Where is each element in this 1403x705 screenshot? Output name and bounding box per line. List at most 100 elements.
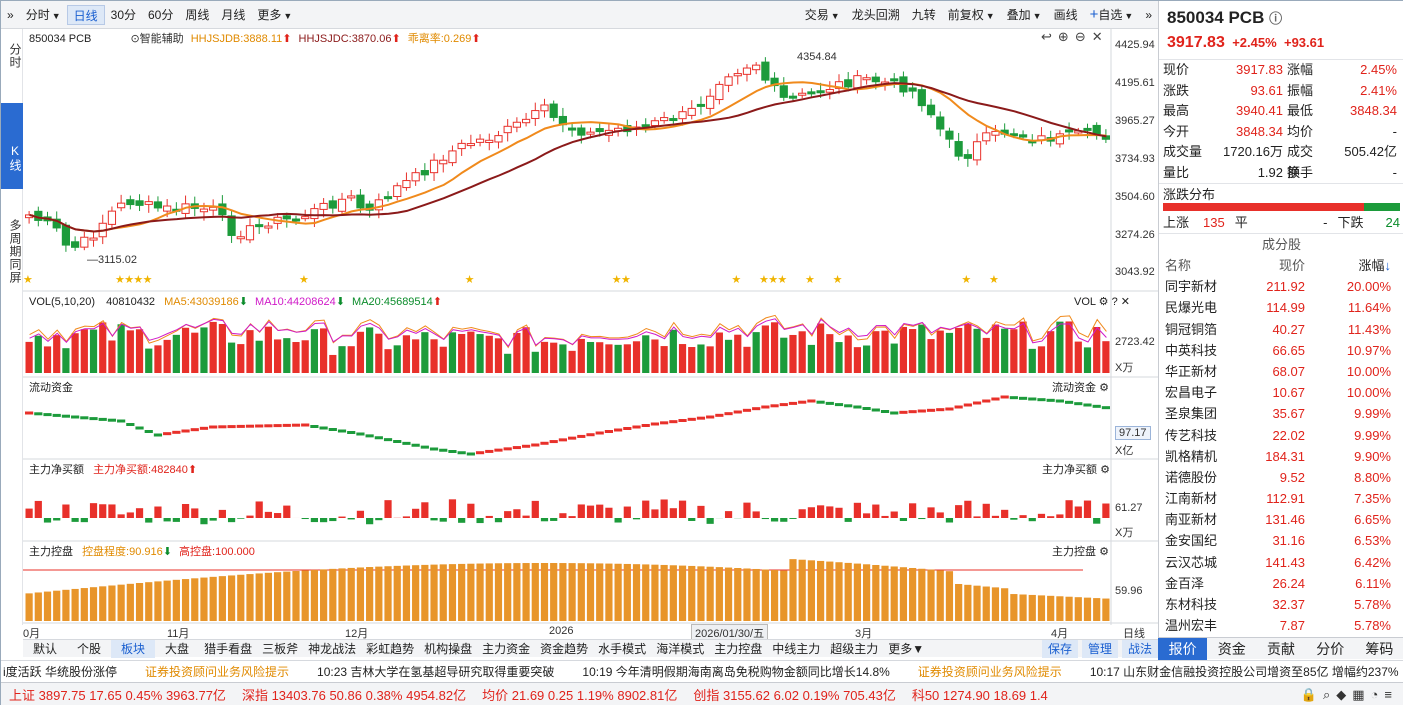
tab-weekly[interactable]: 周线 [185,7,210,22]
tab-multi-period[interactable]: 多周期同屏 [8,218,22,284]
indicator-tab[interactable]: 个股 [77,641,102,656]
indicator-tab[interactable]: 神龙战法 [308,641,357,656]
vol-tag[interactable]: VOL ⚙ ? ✕ [1074,296,1130,308]
news-item[interactable]: i度活跃 华统股份涨停 [3,665,118,679]
tab-daily[interactable]: 日线 [66,4,105,25]
save-button[interactable]: 保存 [1041,639,1078,658]
nine-turn-button[interactable]: 九转 [911,7,936,22]
leader-review-button[interactable]: 龙头回溯 [851,7,900,22]
indicator-tab[interactable]: 机构操盘 [424,641,473,656]
col-chg[interactable]: 涨幅↓ [1358,258,1391,273]
news-item[interactable]: 证券投资顾问业务风险提示 [917,665,1062,679]
constituent-row[interactable]: 东材科技 32.37 5.78% [1159,594,1403,615]
constituent-row[interactable]: 江南新材 112.91 7.35% [1159,488,1403,509]
settings-icon[interactable]: ⚙ [1099,546,1109,558]
col-name[interactable]: 名称 [1165,258,1192,273]
settings-icon[interactable]: ⚙ ? ✕ [1098,296,1130,308]
news-ticker[interactable]: i度活跃 华统股份涨停 证券投资顾问业务风险提示 10:23 吉林大学在氢基超导… [1,660,1403,682]
indicator-tab[interactable]: 超级主力 [830,641,879,656]
tab-intraday-view[interactable]: 分时 [8,43,22,69]
indicator-tab[interactable]: 水手模式 [598,641,647,656]
indicator-tab[interactable]: 板块 [111,639,156,658]
back-icon[interactable]: ↩ [1041,29,1058,44]
index-cy[interactable]: 创指 3155.62 6.02 0.19% 705.43亿 [693,688,896,703]
indicator-tab[interactable]: 猎手看盘 [204,641,253,656]
menu-icon[interactable]: ≡ [1384,686,1398,702]
expand-icon[interactable]: » [1145,7,1152,22]
draw-line-button[interactable]: 画线 [1053,7,1078,22]
constituent-row[interactable]: 金安国纪 31.16 6.53% [1159,530,1403,551]
kline-chart[interactable]: ★ ★ ★ ★ ★ ★ ★ ★ ★ ★ ★ ★ ★ ★ ★ ★ ★ 850034 PCB ⊙智能辅助 HHJSJ… [23,29,1158,642]
tab-contribution[interactable]: 贡献 [1267,640,1295,657]
indicator-tab[interactable]: 主力控盘 [714,641,763,656]
indicator-tab[interactable]: 海洋模式 [656,641,705,656]
constituent-row[interactable]: 云汉芯城 141.43 6.42% [1159,552,1403,573]
settings-icon[interactable]: ⚙ [1100,464,1110,476]
constituent-row[interactable]: 宏昌电子 10.67 10.00% [1159,382,1403,403]
constituent-row[interactable]: 同宇新材 211.92 20.00% [1159,276,1403,297]
status-icons[interactable]: 🔒⌕◆▦◔≡ [1301,687,1398,703]
manage-button[interactable]: 管理 [1081,639,1118,658]
more-tabs[interactable]: 更多▼ [888,641,925,656]
trade-button[interactable]: 交易 ▼ [804,7,840,22]
overlay-button[interactable]: 叠加 ▼ [1006,7,1042,22]
constituent-row[interactable]: 南亚新材 131.46 6.65% [1159,509,1403,530]
zoom-in-icon[interactable]: ⊕ [1057,29,1075,44]
indicator-tab[interactable]: 彩虹趋势 [366,641,415,656]
constituent-row[interactable]: 诺德股份 9.52 8.80% [1159,467,1403,488]
indicator-tab[interactable]: 大盘 [165,641,190,656]
constituent-row[interactable]: 凯格精机 184.31 9.90% [1159,446,1403,467]
news-item[interactable]: 证券投资顾问业务风险提示 [145,665,290,679]
diamond-icon[interactable]: ◆ [1336,686,1353,702]
indicator-tab[interactable]: 三板斧 [262,641,299,656]
search-icon[interactable]: ⌕ [1322,686,1337,702]
tab-fund[interactable]: 资金 [1217,640,1246,657]
constituent-row[interactable]: 温州宏丰 7.87 5.78% [1159,615,1403,636]
news-item[interactable]: 10:23 吉林大学在氢基超导研究取得重要突破 [317,665,555,679]
indicator-tab[interactable]: 中线主力 [772,641,821,656]
tab-kline-view[interactable]: K线 [1,103,23,189]
index-k50[interactable]: 科50 1274.90 18.69 1.4 [911,688,1048,703]
panel-tools[interactable]: ↩⊕⊖✕ [1041,29,1109,45]
close-icon[interactable]: ✕ [1091,29,1109,44]
info-icon[interactable]: ⓘ [1269,11,1283,26]
tab-60min[interactable]: 60分 [148,7,174,22]
tab-intraday[interactable]: 分时 ▼ [25,7,61,22]
tab-quote[interactable]: 报价 [1158,637,1208,660]
ctrl-tag[interactable]: 主力控盘 ⚙ [1052,546,1109,558]
col-price[interactable]: 现价 [1278,258,1305,273]
watchlist-button[interactable]: +自选 ▼ [1089,5,1134,23]
constituent-row[interactable]: 民爆光电 114.99 11.64% [1159,297,1403,318]
bell-icon[interactable]: ◔ [1370,686,1385,702]
indicator-tab[interactable]: 默认 [33,641,58,656]
index-avg[interactable]: 均价 21.69 0.25 1.19% 8902.81亿 [482,688,678,703]
strategy-button[interactable]: 战法 [1121,639,1158,658]
index-sh[interactable]: 上证 3897.75 17.65 0.45% 3963.77亿 [9,688,226,703]
index-sz[interactable]: 深指 13403.76 50.86 0.38% 4954.82亿 [241,688,467,703]
constituent-row[interactable]: 华正新材 68.07 10.00% [1159,361,1403,382]
zoom-out-icon[interactable]: ⊖ [1074,29,1092,44]
indicator-tab[interactable]: 资金趋势 [540,641,589,656]
tab-30min[interactable]: 30分 [110,7,136,22]
tab-price-dist[interactable]: 分价 [1316,640,1345,657]
constituent-row[interactable]: 传艺科技 22.02 9.99% [1159,425,1403,446]
tab-more[interactable]: 更多 ▼ [257,7,293,22]
news-item[interactable]: 10:19 今年清明假期海南离岛免税购物金额同比增长14.8% [582,665,890,679]
constituent-row[interactable]: 圣泉集团 35.67 9.99% [1159,403,1403,424]
adjust-button[interactable]: 前复权 ▼ [947,7,995,22]
indicator-tab[interactable]: 主力资金 [482,641,531,656]
constituent-row[interactable]: 铜冠铜箔 40.27 11.43% [1159,319,1403,340]
lock-icon[interactable]: 🔒 [1300,686,1323,702]
assist-toggle[interactable]: ⊙智能辅助 [130,33,184,45]
net-tag[interactable]: 主力净买额 ⚙ [1042,464,1110,476]
settings-icon[interactable]: ⚙ [1099,382,1109,394]
chart-icon[interactable]: ▦ [1352,686,1371,702]
constituent-row[interactable]: 金百泽 26.24 6.11% [1159,573,1403,594]
tab-monthly[interactable]: 月线 [221,7,246,22]
news-item[interactable]: 10:17 山东财金信融投资控股公司增资至85亿 增幅约237% [1089,665,1399,679]
control-bar [724,567,733,621]
collapse-icon[interactable]: » [7,7,14,22]
flow-tag[interactable]: 流动资金 ⚙ [1052,382,1109,394]
constituent-row[interactable]: 中英科技 66.65 10.97% [1159,340,1403,361]
tab-chips[interactable]: 筹码 [1365,640,1394,657]
